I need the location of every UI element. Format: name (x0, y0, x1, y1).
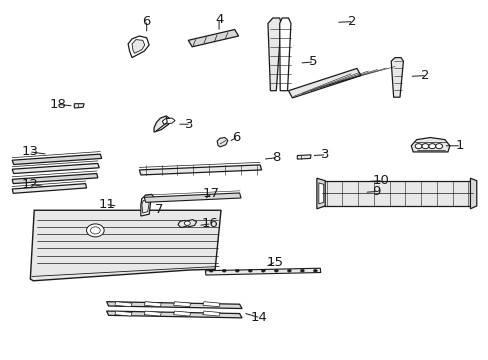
Polygon shape (217, 138, 227, 147)
Text: 6: 6 (142, 15, 151, 28)
Circle shape (313, 269, 317, 272)
Circle shape (90, 227, 100, 234)
Polygon shape (142, 200, 149, 213)
Text: 14: 14 (250, 311, 267, 324)
Text: 16: 16 (202, 217, 218, 230)
Polygon shape (410, 138, 449, 152)
Polygon shape (144, 302, 161, 307)
Polygon shape (139, 165, 261, 175)
Circle shape (300, 269, 304, 272)
Circle shape (261, 269, 264, 272)
Polygon shape (12, 163, 99, 174)
Polygon shape (162, 118, 175, 124)
Circle shape (287, 269, 291, 272)
Polygon shape (132, 40, 144, 53)
Text: 15: 15 (266, 256, 283, 269)
Polygon shape (469, 178, 476, 209)
Text: 6: 6 (232, 131, 241, 144)
Polygon shape (188, 30, 238, 47)
Text: 2: 2 (420, 69, 429, 82)
Text: 5: 5 (308, 55, 317, 68)
Polygon shape (203, 302, 220, 307)
Circle shape (235, 269, 239, 272)
Polygon shape (318, 183, 323, 204)
Polygon shape (115, 311, 132, 316)
Circle shape (86, 224, 104, 237)
Polygon shape (173, 302, 190, 307)
Circle shape (421, 144, 428, 149)
Polygon shape (154, 116, 170, 132)
Polygon shape (12, 184, 86, 193)
Polygon shape (74, 104, 84, 108)
Polygon shape (203, 311, 220, 316)
Circle shape (222, 269, 226, 272)
Circle shape (248, 269, 252, 272)
Text: 1: 1 (454, 139, 463, 152)
Text: 18: 18 (49, 98, 66, 111)
Polygon shape (115, 302, 132, 307)
Text: 3: 3 (320, 148, 329, 161)
Text: 11: 11 (98, 198, 115, 211)
Polygon shape (390, 58, 403, 97)
Text: 8: 8 (272, 151, 281, 164)
Text: 17: 17 (203, 187, 219, 200)
Text: 13: 13 (22, 145, 39, 158)
Polygon shape (106, 302, 242, 309)
Circle shape (209, 269, 213, 272)
Text: 3: 3 (185, 118, 194, 131)
Polygon shape (267, 18, 281, 91)
Polygon shape (288, 68, 360, 98)
Polygon shape (173, 311, 190, 316)
Polygon shape (12, 174, 98, 184)
Polygon shape (106, 311, 242, 318)
Polygon shape (279, 18, 290, 91)
Polygon shape (30, 210, 221, 281)
Polygon shape (185, 220, 196, 227)
Polygon shape (205, 268, 320, 275)
Polygon shape (178, 220, 188, 228)
Circle shape (435, 144, 442, 149)
Text: 4: 4 (214, 13, 223, 26)
Circle shape (414, 144, 421, 149)
Text: 10: 10 (372, 174, 389, 187)
Polygon shape (297, 155, 310, 159)
Polygon shape (12, 154, 102, 165)
Text: 7: 7 (154, 203, 163, 216)
Polygon shape (141, 194, 154, 216)
Polygon shape (144, 193, 241, 202)
Circle shape (428, 144, 435, 149)
Polygon shape (128, 36, 149, 58)
Polygon shape (316, 178, 325, 209)
Circle shape (184, 221, 190, 225)
Polygon shape (144, 311, 161, 316)
Circle shape (274, 269, 278, 272)
Text: 12: 12 (22, 178, 39, 191)
Text: 9: 9 (371, 185, 380, 198)
Text: 2: 2 (347, 15, 356, 28)
Polygon shape (321, 181, 472, 206)
